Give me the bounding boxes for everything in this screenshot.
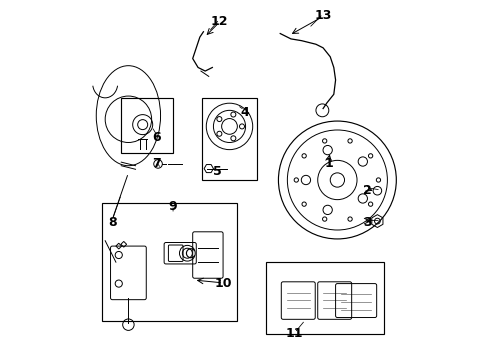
Text: 1: 1 <box>324 157 332 170</box>
Text: 11: 11 <box>285 327 303 340</box>
Text: 2: 2 <box>363 184 371 197</box>
Text: 6: 6 <box>152 131 161 144</box>
Bar <box>265 262 383 334</box>
Bar <box>102 203 237 321</box>
Text: 4: 4 <box>240 105 248 119</box>
Text: 7: 7 <box>152 157 161 170</box>
Text: 5: 5 <box>213 165 222 177</box>
Text: 3: 3 <box>363 216 371 229</box>
Bar <box>201 98 257 180</box>
Text: 9: 9 <box>168 200 177 213</box>
Text: 12: 12 <box>210 14 228 27</box>
Text: 13: 13 <box>314 9 331 22</box>
Text: 10: 10 <box>214 277 231 290</box>
Bar <box>121 98 173 153</box>
Text: 8: 8 <box>108 216 117 229</box>
